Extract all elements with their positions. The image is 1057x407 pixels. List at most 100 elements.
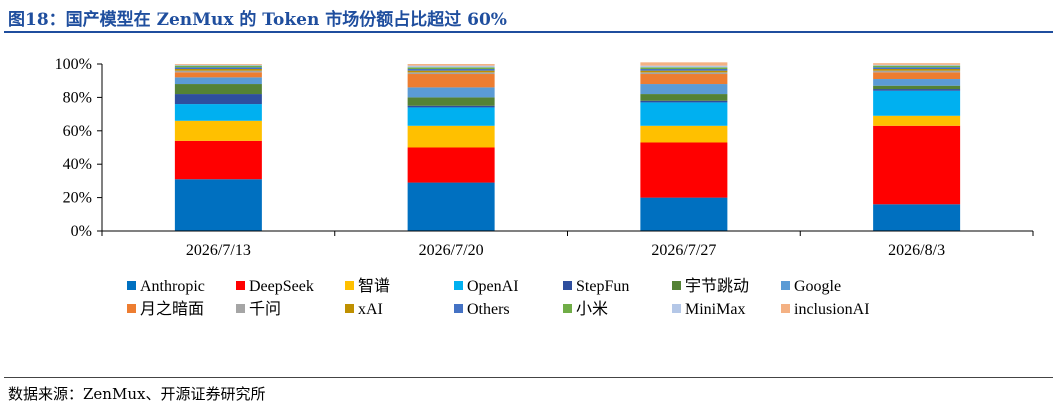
- source-note: 数据来源：ZenMux、开源证券研究所: [8, 385, 266, 403]
- bar-segment-0-7: [174, 72, 262, 78]
- bar-segment-3-10: [873, 67, 961, 70]
- bar-segment-2-8: [640, 72, 728, 75]
- legend-swatch: [345, 281, 354, 290]
- bar-segment-1-8: [407, 72, 495, 75]
- legend-label: OpenAI: [467, 278, 519, 295]
- bar-segment-3-6: [873, 79, 961, 86]
- axes-group: 0% 20% 40% 60% 80% 100% 2026/7/13 2026/7/20 2026…: [55, 56, 1034, 259]
- bar-segment-0-6: [174, 77, 262, 85]
- bar-segment-0-2: [174, 120, 262, 141]
- y-tick-label: 20%: [63, 190, 92, 207]
- legend-item-anthropic: Anthropic: [127, 278, 205, 295]
- bar-segment-0-11: [174, 65, 262, 68]
- bar-segment-2-1: [640, 142, 728, 198]
- legend-swatch: [127, 281, 136, 290]
- legend-swatch: [781, 281, 790, 290]
- bar-segment-3-7: [873, 72, 961, 80]
- legend-swatch: [236, 304, 245, 313]
- legend-label: MiniMax: [685, 301, 745, 318]
- bar-segment-1-7: [407, 74, 495, 88]
- legend-item-series: 月之暗面: [127, 300, 204, 318]
- bar-segment-1-10: [407, 69, 495, 71]
- bar-segment-2-7: [640, 74, 728, 85]
- bar-segment-2-10: [640, 69, 728, 71]
- legend-swatch: [781, 304, 790, 313]
- bar-segment-0-13: [174, 64, 262, 65]
- bar-segment-3-2: [873, 115, 961, 126]
- bar-segment-0-10: [174, 67, 262, 70]
- y-tick-label: 40%: [63, 156, 92, 173]
- bar-segment-1-6: [407, 87, 495, 98]
- title-rule: [4, 31, 1053, 33]
- legend-item-others: Others: [454, 301, 510, 318]
- bar-segment-3-13: [873, 63, 961, 65]
- bar-segment-0-12: [174, 64, 262, 66]
- legend-item-inclusionai: inclusionAI: [781, 301, 870, 318]
- source-rule: [4, 377, 1053, 378]
- bar-segment-2-4: [640, 100, 728, 103]
- legend-item-xai: xAI: [345, 301, 383, 318]
- bar-segment-1-5: [407, 97, 495, 106]
- figure-title: 图18：国产模型在 ZenMux 的 Token 市场份额占比超过 60%: [8, 10, 507, 30]
- bar-segment-1-2: [407, 125, 495, 148]
- bar-segment-2-6: [640, 84, 728, 95]
- legend-item-series: 智谱: [345, 277, 390, 295]
- legend-swatch: [672, 281, 681, 290]
- bar-segment-1-4: [407, 105, 495, 108]
- y-tick-label: 60%: [63, 123, 92, 140]
- stacked-bar-chart: 0% 20% 40% 60% 80% 100% 2026/7/13 2026/7/20 2026…: [55, 56, 1034, 318]
- bar-segment-1-1: [407, 147, 495, 183]
- legend-item-deepseek: DeepSeek: [236, 278, 314, 295]
- legend-label: Google: [794, 278, 841, 295]
- bars-group: [174, 62, 961, 231]
- bar-segment-3-9: [873, 69, 961, 71]
- bar-segment-3-12: [873, 64, 961, 66]
- bar-segment-2-5: [640, 94, 728, 101]
- bar-segment-2-0: [640, 197, 728, 231]
- legend-item-series: 千问: [236, 300, 281, 318]
- bar-segment-1-3: [407, 107, 495, 126]
- legend-item-google: Google: [781, 278, 841, 295]
- legend-swatch: [672, 304, 681, 313]
- bar-segment-0-3: [174, 104, 262, 121]
- y-tick-label: 100%: [55, 56, 92, 73]
- bar-segment-2-3: [640, 102, 728, 126]
- bar-segment-3-11: [873, 65, 961, 68]
- legend-item-series: 宇节跳动: [672, 277, 749, 295]
- legend-swatch: [454, 281, 463, 290]
- bar-segment-1-12: [407, 65, 495, 68]
- bar-segment-2-12: [640, 65, 728, 68]
- legend-item-series: 小米: [563, 300, 608, 318]
- bar-segment-1-13: [407, 64, 495, 66]
- legend-swatch: [236, 281, 245, 290]
- legend-label: 宇节跳动: [685, 277, 749, 295]
- bar-segment-3-1: [873, 125, 961, 205]
- legend-label: Anthropic: [140, 278, 205, 295]
- x-tick-label: 2026/7/20: [419, 242, 484, 259]
- legend-label: StepFun: [576, 278, 629, 295]
- bar-segment-0-5: [174, 84, 262, 95]
- y-tick-label: 80%: [63, 89, 92, 106]
- bar-segment-0-4: [174, 94, 262, 105]
- legend-label: Others: [467, 301, 510, 318]
- legend-label: inclusionAI: [794, 301, 870, 318]
- bar-segment-3-8: [873, 70, 961, 73]
- bar-segment-3-0: [873, 204, 961, 231]
- bar-segment-0-8: [174, 70, 262, 73]
- legend-swatch: [563, 304, 572, 313]
- bar-segment-0-9: [174, 69, 262, 71]
- y-tick-label: 0%: [71, 223, 92, 240]
- legend-label: 小米: [576, 300, 608, 318]
- legend-label: xAI: [358, 301, 383, 318]
- bar-segment-2-2: [640, 125, 728, 143]
- bar-segment-2-9: [640, 70, 728, 73]
- legend-item-minimax: MiniMax: [672, 301, 745, 318]
- x-tick-label: 2026/7/13: [186, 242, 251, 259]
- legend-swatch: [127, 304, 136, 313]
- bar-segment-3-3: [873, 90, 961, 116]
- legend-label: 智谱: [358, 277, 390, 295]
- legend-label: DeepSeek: [249, 278, 314, 295]
- bar-segment-1-11: [407, 67, 495, 70]
- legend-label: 月之暗面: [140, 300, 204, 318]
- bar-segment-2-11: [640, 67, 728, 70]
